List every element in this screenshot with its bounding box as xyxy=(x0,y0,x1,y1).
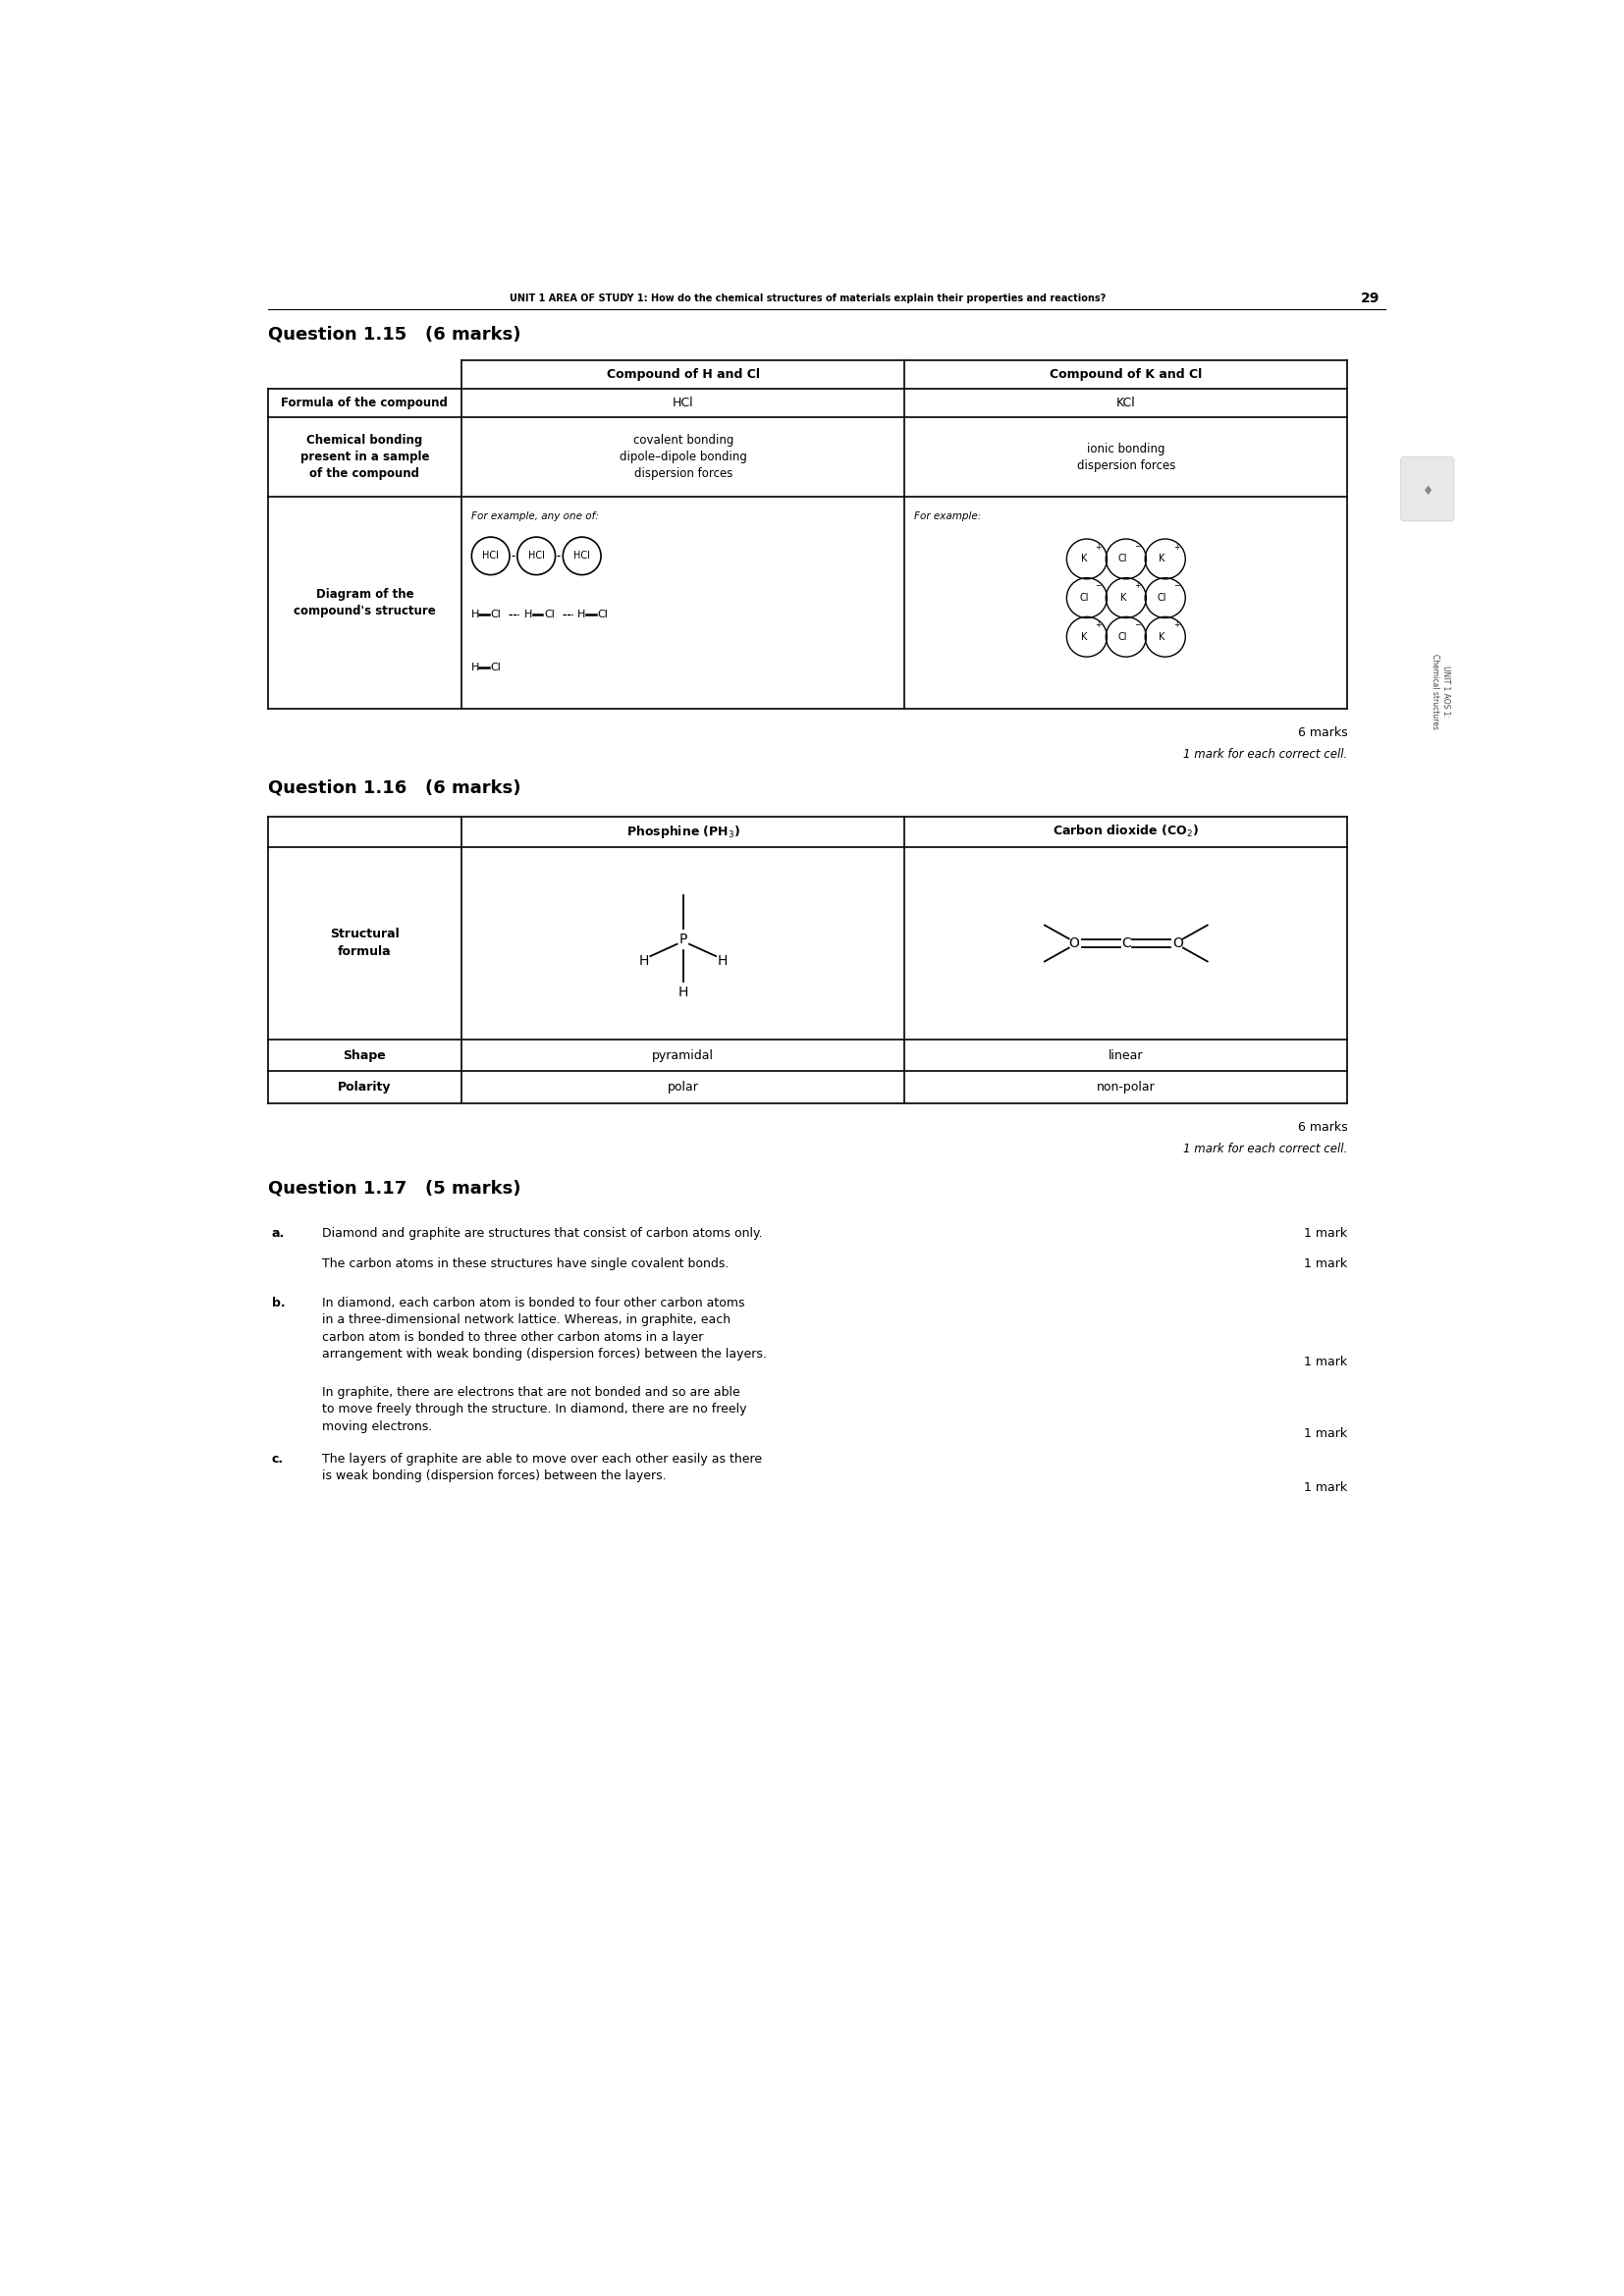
Text: +: + xyxy=(1095,620,1101,629)
Text: 1 mark: 1 mark xyxy=(1304,1355,1348,1368)
Text: H: H xyxy=(718,953,728,967)
Text: O: O xyxy=(1173,937,1184,951)
Text: 6 marks: 6 marks xyxy=(1298,726,1348,739)
Text: Question 1.17   (5 marks): Question 1.17 (5 marks) xyxy=(268,1178,521,1196)
Text: H: H xyxy=(471,608,479,620)
Text: The layers of graphite are able to move over each other easily as there
is weak : The layers of graphite are able to move … xyxy=(323,1453,762,1483)
Text: 1 mark for each correct cell.: 1 mark for each correct cell. xyxy=(1184,748,1348,760)
Text: Question 1.15   (6 marks): Question 1.15 (6 marks) xyxy=(268,326,521,344)
Text: HCl: HCl xyxy=(528,551,544,560)
Text: Cl: Cl xyxy=(1158,592,1166,604)
Text: H: H xyxy=(638,953,648,967)
Text: Diamond and graphite are structures that consist of carbon atoms only.: Diamond and graphite are structures that… xyxy=(323,1226,763,1240)
Text: −: − xyxy=(1134,620,1140,629)
Text: UNIT 1 AOS 1:
Chemical structures: UNIT 1 AOS 1: Chemical structures xyxy=(1431,654,1450,730)
Text: b.: b. xyxy=(271,1297,284,1309)
Text: −: − xyxy=(1134,542,1140,551)
Text: Chemical bonding
present in a sample
of the compound: Chemical bonding present in a sample of … xyxy=(300,434,429,480)
Text: HCl: HCl xyxy=(573,551,590,560)
Text: K: K xyxy=(1121,592,1125,604)
Text: Phosphine (PH$_3$): Phosphine (PH$_3$) xyxy=(627,824,741,840)
Text: Polarity: Polarity xyxy=(338,1081,391,1093)
Text: Shape: Shape xyxy=(343,1049,387,1063)
Text: ♦: ♦ xyxy=(1423,484,1434,498)
FancyBboxPatch shape xyxy=(1402,457,1453,521)
Text: K: K xyxy=(1080,553,1086,565)
Text: +: + xyxy=(1095,542,1101,551)
Text: Diagram of the
compound's structure: Diagram of the compound's structure xyxy=(294,588,435,618)
Text: −: − xyxy=(1095,581,1101,590)
Text: 1 mark: 1 mark xyxy=(1304,1481,1348,1495)
Text: For example:: For example: xyxy=(914,512,981,521)
Text: Compound of K and Cl: Compound of K and Cl xyxy=(1049,367,1202,381)
Text: 29: 29 xyxy=(1361,292,1380,305)
Text: P: P xyxy=(679,932,687,946)
Text: K: K xyxy=(1080,631,1086,641)
Text: The carbon atoms in these structures have single covalent bonds.: The carbon atoms in these structures hav… xyxy=(323,1258,729,1270)
Text: +: + xyxy=(1174,620,1179,629)
Text: c.: c. xyxy=(271,1453,284,1465)
Text: C: C xyxy=(1121,937,1130,951)
Text: Carbon dioxide (CO$_2$): Carbon dioxide (CO$_2$) xyxy=(1052,824,1199,840)
Text: Compound of H and Cl: Compound of H and Cl xyxy=(607,367,760,381)
Text: pyramidal: pyramidal xyxy=(653,1049,715,1063)
Text: 1 mark: 1 mark xyxy=(1304,1226,1348,1240)
Text: Cl: Cl xyxy=(490,661,502,673)
Text: Cl: Cl xyxy=(1119,553,1127,565)
Text: Cl: Cl xyxy=(1119,631,1127,641)
Text: K: K xyxy=(1160,553,1166,565)
Text: Cl: Cl xyxy=(598,608,607,620)
Text: covalent bonding
dipole–dipole bonding
dispersion forces: covalent bonding dipole–dipole bonding d… xyxy=(619,434,747,480)
Text: O: O xyxy=(1069,937,1080,951)
Text: Cl: Cl xyxy=(544,608,554,620)
Text: KCl: KCl xyxy=(1116,397,1135,409)
Text: H: H xyxy=(525,608,533,620)
Text: Structural
formula: Structural formula xyxy=(330,928,400,957)
Text: HCl: HCl xyxy=(482,551,499,560)
Text: 6 marks: 6 marks xyxy=(1298,1120,1348,1134)
Text: non-polar: non-polar xyxy=(1096,1081,1155,1093)
Text: +: + xyxy=(1174,542,1179,551)
Text: 1 mark: 1 mark xyxy=(1304,1428,1348,1440)
Text: In graphite, there are electrons that are not bonded and so are able
to move fre: In graphite, there are electrons that ar… xyxy=(323,1387,747,1433)
Text: H: H xyxy=(679,985,689,999)
Text: For example, any one of:: For example, any one of: xyxy=(471,512,598,521)
Text: a.: a. xyxy=(271,1226,284,1240)
Text: 1 mark for each correct cell.: 1 mark for each correct cell. xyxy=(1184,1141,1348,1155)
Text: Cl: Cl xyxy=(1078,592,1088,604)
Text: HCl: HCl xyxy=(672,397,693,409)
Text: −: − xyxy=(1174,581,1179,590)
Text: +: + xyxy=(1134,581,1140,590)
Text: K: K xyxy=(1160,631,1166,641)
Text: linear: linear xyxy=(1109,1049,1143,1063)
Text: polar: polar xyxy=(667,1081,698,1093)
Text: ionic bonding
dispersion forces: ionic bonding dispersion forces xyxy=(1077,443,1176,473)
Text: H: H xyxy=(471,661,479,673)
Text: UNIT 1 AREA OF STUDY 1: How do the chemical structures of materials explain thei: UNIT 1 AREA OF STUDY 1: How do the chemi… xyxy=(510,294,1106,303)
Text: Question 1.16   (6 marks): Question 1.16 (6 marks) xyxy=(268,778,521,797)
Text: Cl: Cl xyxy=(490,608,502,620)
Text: In diamond, each carbon atom is bonded to four other carbon atoms
in a three-dim: In diamond, each carbon atom is bonded t… xyxy=(323,1297,767,1362)
Text: Formula of the compound: Formula of the compound xyxy=(281,397,448,409)
Text: H: H xyxy=(578,608,586,620)
Text: 1 mark: 1 mark xyxy=(1304,1258,1348,1270)
